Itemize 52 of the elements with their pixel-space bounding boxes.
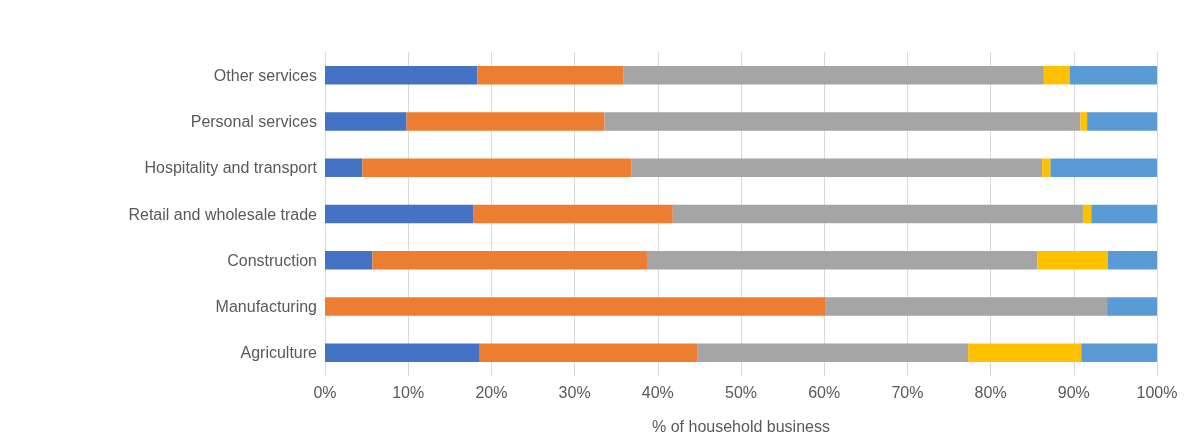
bar xyxy=(1107,251,1157,270)
bar xyxy=(1091,204,1157,224)
bar xyxy=(325,204,474,224)
x-tick-label: 30% xyxy=(558,383,591,401)
bar xyxy=(1087,112,1157,131)
bar xyxy=(825,297,1108,316)
y-tick-label: Hospitality and transport xyxy=(144,159,318,177)
bar xyxy=(372,251,647,270)
bar xyxy=(1082,204,1092,224)
bar xyxy=(473,204,673,224)
bar xyxy=(697,343,969,363)
y-tick-label: Other services xyxy=(213,66,317,84)
x-tick-label: 40% xyxy=(641,383,674,401)
bar xyxy=(1069,65,1157,85)
bar xyxy=(1043,65,1070,85)
y-tick-label: Agriculture xyxy=(240,344,318,362)
bar xyxy=(646,251,1038,270)
bar xyxy=(477,65,624,85)
y-tick-label: Construction xyxy=(227,251,317,269)
bar xyxy=(325,251,373,270)
x-tick-label: 0% xyxy=(313,383,337,401)
bar xyxy=(968,343,1082,363)
bar xyxy=(623,65,1044,85)
bar xyxy=(325,158,363,177)
x-tick-label: 80% xyxy=(974,383,1007,401)
y-tick-label: Retail and wholesale trade xyxy=(128,205,318,223)
bar xyxy=(1050,158,1157,177)
bar xyxy=(604,112,1081,131)
bar xyxy=(406,112,605,131)
bar xyxy=(362,158,632,177)
y-tick-label: Manufacturing xyxy=(215,298,317,316)
x-tick-label: 100% xyxy=(1136,383,1178,401)
bar xyxy=(672,204,1083,224)
bar xyxy=(1081,343,1157,363)
x-tick-label: 60% xyxy=(808,383,841,401)
x-tick-label: 50% xyxy=(724,383,758,401)
bar xyxy=(1080,112,1088,131)
bar xyxy=(325,343,480,363)
bar xyxy=(631,158,1043,177)
x-tick-label: 20% xyxy=(475,383,508,401)
bar xyxy=(479,343,698,363)
bar xyxy=(1042,158,1051,177)
x-tick-label: 10% xyxy=(392,383,425,401)
bar xyxy=(325,297,826,316)
bar xyxy=(1107,297,1157,316)
x-axis-title: % of household business xyxy=(652,417,830,435)
bar xyxy=(325,65,478,85)
x-tick-label: 70% xyxy=(891,383,924,401)
bar xyxy=(1037,251,1108,270)
x-tick-label: 90% xyxy=(1057,383,1090,401)
y-tick-label: Personal services xyxy=(190,112,317,130)
bar xyxy=(325,112,407,131)
